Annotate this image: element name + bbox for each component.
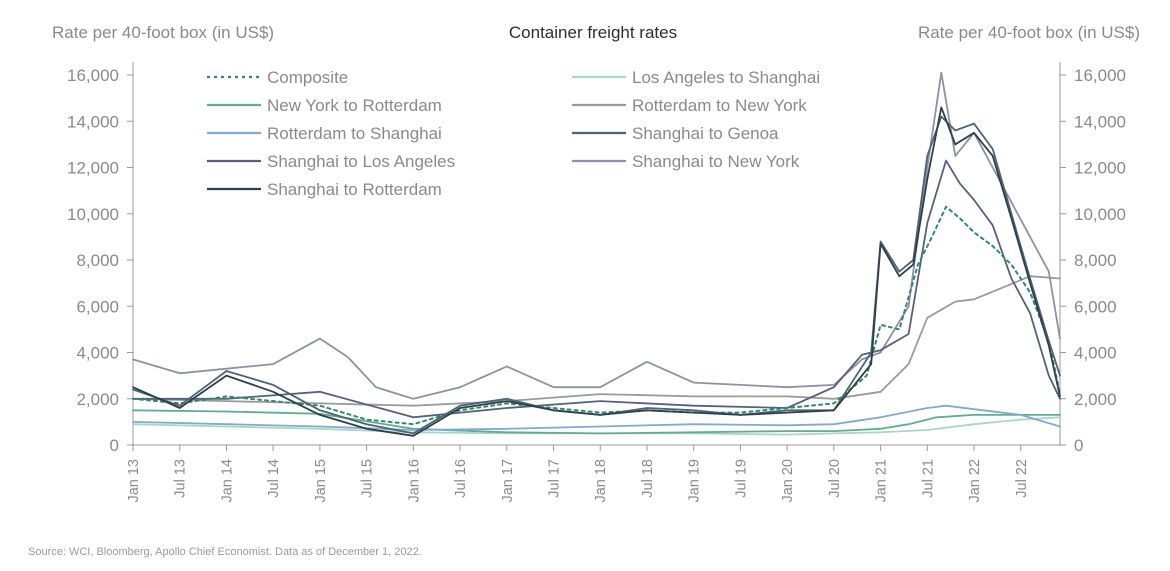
- y-tick-label-right: 10,000: [1074, 205, 1126, 224]
- x-tick-label: Jan 17: [500, 459, 516, 503]
- x-ticks: Jan 13 Jul 13 Jan 14 Jul 14 Jan 15 Jul 15 Jan …: [126, 445, 1030, 503]
- y-tick-label-left: 14,000: [67, 112, 119, 131]
- y-tick-label-left: 12,000: [67, 159, 119, 178]
- legend-label: Los Angeles to Shanghai: [632, 68, 820, 87]
- x-tick-label: Jul 18: [640, 459, 656, 498]
- x-tick-label: Jan 22: [967, 459, 983, 503]
- x-tick-label: Jul 20: [827, 459, 843, 498]
- legend-label: Rotterdam to New York: [632, 96, 807, 115]
- x-tick-label: Jan 18: [593, 459, 609, 503]
- y-tick-label-right: 14,000: [1074, 112, 1126, 131]
- y-tick-label-left: 10,000: [67, 205, 119, 224]
- y-tick-label-left: 6,000: [76, 297, 119, 316]
- series-line-rotterdam-to-new-york: [132, 275, 1061, 407]
- series-line-los-angeles-to-shanghai: [132, 416, 1061, 436]
- legend-label: Shanghai to Rotterdam: [267, 180, 442, 199]
- legend-label: Shanghai to Genoa: [632, 124, 779, 143]
- series-line-shanghai-to-rotterdam: [132, 106, 1061, 437]
- x-tick-label: Jul 21: [920, 459, 936, 498]
- x-tick-label: Jan 20: [780, 459, 796, 503]
- x-tick-label: Jan 13: [126, 459, 142, 503]
- chart-title: Container freight rates: [509, 23, 677, 42]
- y-tick-label-right: 16,000: [1074, 66, 1126, 85]
- x-tick-label: Jul 14: [266, 459, 282, 498]
- y-tick-label-right: 8,000: [1074, 251, 1117, 270]
- legend-label: Shanghai to Los Angeles: [267, 152, 455, 171]
- x-tick-label: Jul 22: [1014, 459, 1030, 498]
- y-tick-label-left: 4,000: [76, 344, 119, 363]
- series-line-shanghai-to-new-york: [132, 71, 1061, 400]
- x-tick-label: Jan 19: [687, 459, 703, 503]
- legend-label: Composite: [267, 68, 348, 87]
- series-line-composite: [132, 205, 1061, 426]
- y-tick-label-right: 12,000: [1074, 159, 1126, 178]
- legend-label: Rotterdam to Shanghai: [267, 124, 442, 143]
- x-tick-label: Jan 15: [313, 459, 329, 503]
- x-tick-label: Jan 21: [874, 459, 890, 503]
- x-tick-label: Jul 16: [453, 459, 469, 498]
- legend: Composite Los Angeles to Shanghai New York…: [207, 68, 820, 199]
- x-tick-label: Jul 19: [733, 459, 749, 498]
- legend-label: Shanghai to New York: [632, 152, 800, 171]
- series-line-rotterdam-to-shanghai: [132, 404, 1061, 431]
- y-tick-label-left: 8,000: [76, 251, 119, 270]
- y-ticks-right: 0 2,000 4,000 6,000 8,000 10,000 12,000 14,000 1…: [1060, 66, 1126, 455]
- y-tick-label-left: 16,000: [67, 66, 119, 85]
- source-note: Source: WCI, Bloomberg, Apollo Chief Eco…: [28, 546, 422, 558]
- y-tick-label-left: 2,000: [76, 390, 119, 409]
- y-ticks-left: 0 2,000 4,000 6,000 8,000 10,000 12,000 14,000 1…: [67, 66, 133, 455]
- legend-label: New York to Rotterdam: [267, 96, 442, 115]
- x-tick-label: Jan 16: [406, 459, 422, 503]
- y-axis-left-label: Rate per 40-foot box (in US$): [52, 23, 274, 42]
- x-tick-label: Jul 15: [360, 459, 376, 498]
- series-line-shanghai-to-genoa: [132, 115, 1061, 435]
- x-tick-label: Jan 14: [219, 459, 235, 503]
- x-tick-label: Jul 17: [547, 459, 563, 498]
- series-lines: [132, 71, 1061, 437]
- y-tick-label-left: 0: [110, 436, 119, 455]
- y-axis-right-label: Rate per 40-foot box (in US$): [918, 23, 1140, 42]
- y-tick-label-right: 0: [1074, 436, 1083, 455]
- x-tick-label: Jul 13: [173, 459, 189, 498]
- y-tick-label-right: 6,000: [1074, 297, 1117, 316]
- y-tick-label-right: 4,000: [1074, 344, 1117, 363]
- y-tick-label-right: 2,000: [1074, 390, 1117, 409]
